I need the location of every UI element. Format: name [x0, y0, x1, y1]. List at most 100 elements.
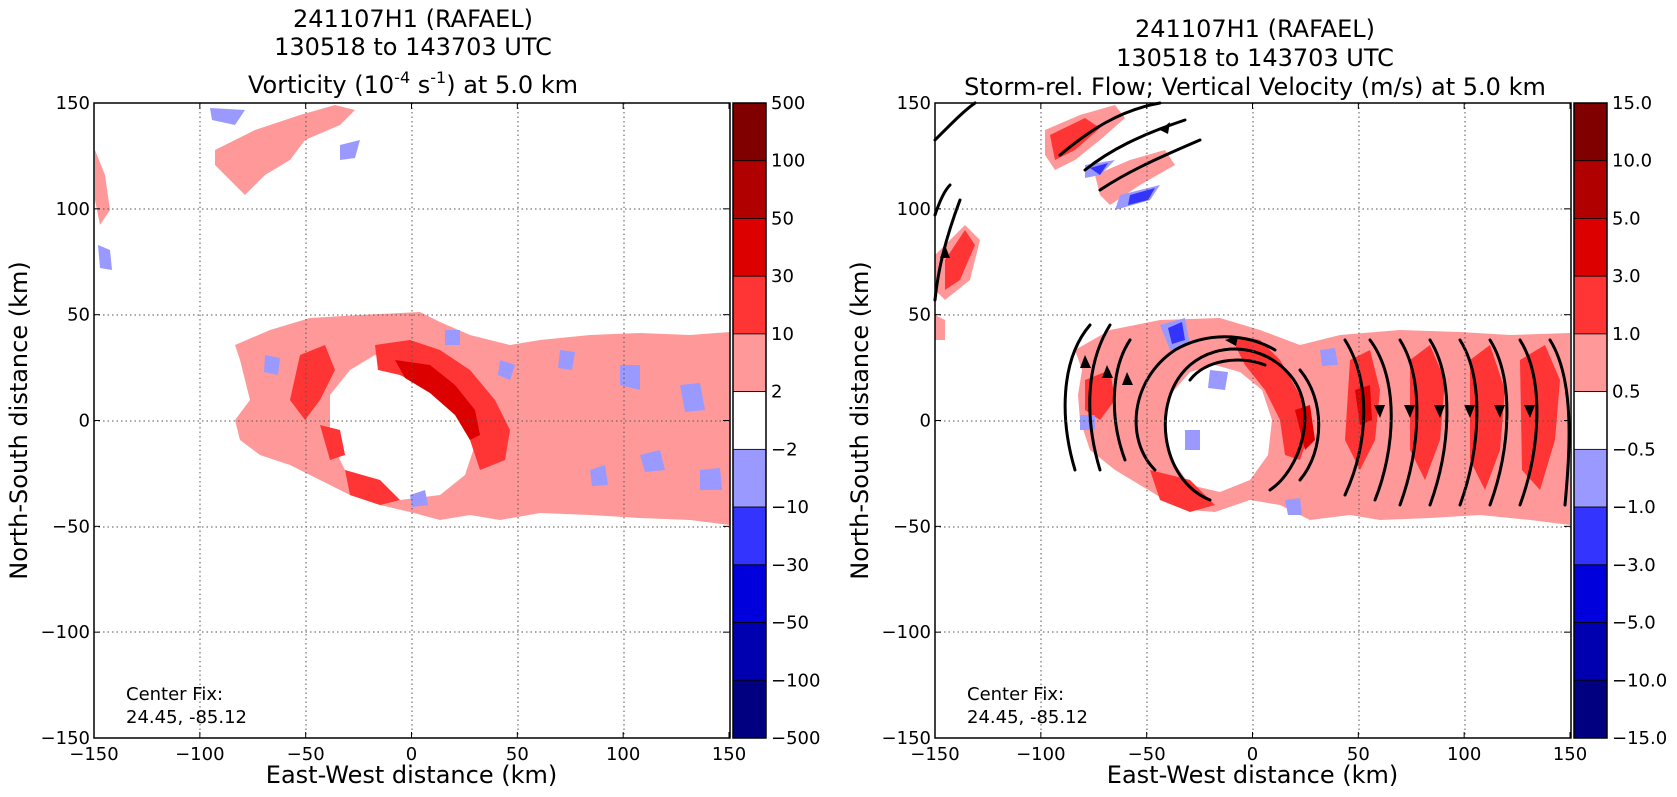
right-colorbar-segment [1573, 564, 1608, 623]
left-title-line1: 241107H1 (RAFAEL) [293, 5, 533, 33]
right-title-line3: Storm-rel. Flow; Vertical Velocity (m/s)… [964, 73, 1546, 101]
left-colorbar-label: 50 [771, 208, 794, 229]
right-xtick-label: −100 [1016, 744, 1065, 765]
left-axes: −150 −100 −50 0 50 100 150 150 100 50 0 −50 −100 −150… [5, 93, 746, 789]
left-colorbar-label: −500 [771, 728, 820, 749]
right-ytick-label: 150 [897, 93, 931, 114]
left-title-exp1: -4 [394, 68, 410, 87]
right-streamline-arrowheads [940, 122, 1535, 418]
right-colorbar-segment [1573, 333, 1608, 393]
right-ytick-label: 0 [920, 411, 931, 432]
right-colorbar-segment [1573, 160, 1608, 219]
left-xtick-label: 0 [406, 744, 417, 765]
left-title-exp2: -1 [430, 68, 446, 87]
left-ytick-label: 100 [56, 199, 90, 220]
right-colorbar-label: 15.0 [1612, 93, 1652, 114]
right-colorbar-label: 0.5 [1612, 382, 1641, 403]
left-field-dark-red [395, 360, 480, 440]
left-title-pre: Vorticity (10 [248, 71, 394, 99]
right-colorbar: 15.0 10.0 5.0 3.0 1.0 0.5 −0.5 −1.0 −3.0 −5.0 −10.… [1573, 93, 1667, 749]
right-xtick-label: 150 [1553, 744, 1587, 765]
left-colorbar-segment [732, 679, 767, 739]
left-title-line3: Vorticity (10-4 s-1) at 5.0 km [248, 68, 578, 99]
left-colorbar-label: −10 [771, 497, 809, 518]
left-ytick-label: 0 [79, 411, 90, 432]
right-colorbar-segment [1573, 448, 1608, 508]
right-colorbar-frame [1573, 102, 1608, 739]
right-colorbar-segment [1573, 679, 1608, 739]
left-colorbar-segment [732, 218, 767, 277]
left-colorbar-label: −30 [771, 555, 809, 576]
right-colorbar-label: −1.0 [1612, 497, 1656, 518]
right-center-fix-label: Center Fix: [967, 684, 1064, 705]
right-colorbar-segment [1573, 275, 1608, 335]
left-ytick-label: −150 [41, 728, 90, 749]
left-xtick-label: 50 [506, 744, 529, 765]
right-colorbar-segment [1573, 506, 1608, 566]
left-colorbar-segment [732, 564, 767, 623]
right-ytick-label: −50 [893, 516, 931, 537]
left-title-mid: s [410, 71, 430, 99]
left-center-fix-label: Center Fix: [126, 684, 223, 705]
left-colorbar-segment [732, 160, 767, 219]
left-ytick-label: −50 [52, 516, 90, 537]
right-xtick-label: −150 [910, 744, 959, 765]
left-colorbar-frame [732, 102, 767, 739]
left-colorbar-segment [732, 102, 767, 162]
left-yaxis-label: North-South distance (km) [5, 261, 33, 580]
left-xtick-label: −150 [69, 744, 118, 765]
right-axes: −150 −100 −50 0 50 100 150 150 100 50 0 −50 −100 −150… [846, 93, 1587, 789]
left-colorbar: 500 100 50 30 10 2 −2 −10 −30 −50 −100 −500 [732, 93, 820, 749]
right-xtick-label: 100 [1447, 744, 1481, 765]
right-field-hole [1165, 365, 1272, 492]
left-center-fix: Center Fix: 24.45, -85.12 [126, 684, 247, 728]
right-colorbar-label: −10.0 [1612, 670, 1667, 691]
right-xaxis-label: East-West distance (km) [1107, 761, 1398, 789]
right-xtick-label: −50 [1128, 744, 1166, 765]
left-ytick-label: −100 [41, 622, 90, 643]
right-colorbar-label: 1.0 [1612, 324, 1641, 345]
right-ytick-label: −100 [882, 622, 931, 643]
left-colorbar-segment [732, 275, 767, 335]
right-ytick-label: −150 [882, 728, 931, 749]
right-center-fix: Center Fix: 24.45, -85.12 [967, 684, 1088, 728]
right-ytick-label: 100 [897, 199, 931, 220]
right-title-line2: 130518 to 143703 UTC [1116, 44, 1394, 72]
left-colorbar-label: −2 [771, 439, 798, 460]
right-colorbar-label: −3.0 [1612, 555, 1656, 576]
right-title-line1: 241107H1 (RAFAEL) [1135, 15, 1375, 43]
left-xtick-label: −100 [175, 744, 224, 765]
left-center-fix-value: 24.45, -85.12 [126, 707, 247, 728]
right-colorbar-segment [1573, 102, 1608, 162]
right-yaxis-label: North-South distance (km) [846, 261, 874, 580]
left-ytick-label: 50 [67, 305, 90, 326]
right-center-fix-value: 24.45, -85.12 [967, 707, 1088, 728]
left-xtick-label: 150 [712, 744, 746, 765]
right-xtick-label: 0 [1247, 744, 1258, 765]
left-colorbar-segment [732, 448, 767, 508]
right-colorbar-label: 3.0 [1612, 266, 1641, 287]
left-colorbar-label: 2 [771, 382, 782, 403]
left-colorbar-segment [732, 333, 767, 393]
right-colorbar-label: 5.0 [1612, 208, 1641, 229]
right-colorbar-label: −0.5 [1612, 439, 1656, 460]
left-xtick-label: 100 [606, 744, 640, 765]
left-title-line2: 130518 to 143703 UTC [274, 33, 552, 61]
right-colorbar-label: 10.0 [1612, 151, 1652, 172]
right-colorbar-segment [1573, 391, 1608, 450]
left-ytick-label: 150 [56, 93, 90, 114]
left-plot-fields [95, 105, 730, 525]
right-ytick-label: 50 [908, 305, 931, 326]
left-colorbar-label: 10 [771, 324, 794, 345]
left-colorbar-segment [732, 391, 767, 450]
left-colorbar-label: 100 [771, 151, 805, 172]
left-field-light-blue [98, 108, 722, 507]
right-colorbar-label: −15.0 [1612, 728, 1667, 749]
left-panel: 241107H1 (RAFAEL) 130518 to 143703 UTC V… [5, 5, 820, 789]
right-panel: 241107H1 (RAFAEL) 130518 to 143703 UTC S… [846, 15, 1667, 789]
right-colorbar-segment [1573, 622, 1608, 681]
right-field-mid-blue [1090, 163, 1185, 344]
left-xtick-label: −50 [287, 744, 325, 765]
left-colorbar-segment [732, 622, 767, 681]
